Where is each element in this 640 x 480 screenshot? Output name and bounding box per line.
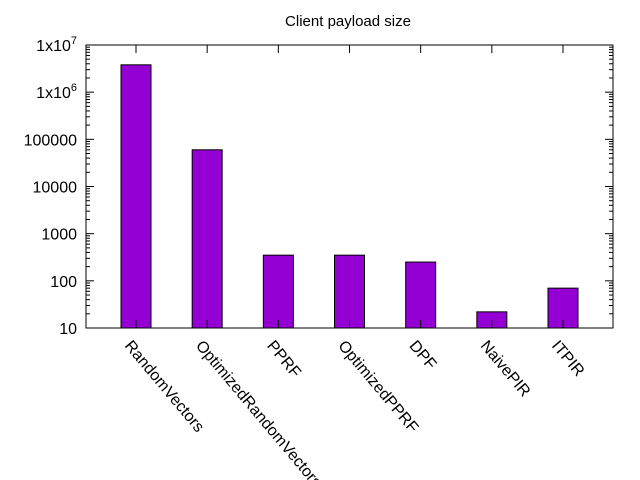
bars <box>120 64 579 329</box>
y-tick-exponent: 6 <box>71 82 77 94</box>
y-tick-exponent: 7 <box>71 35 77 47</box>
x-tick-label: DPF <box>406 338 440 374</box>
y-tick-base: 10 <box>59 321 77 338</box>
y-tick-label: 1000 <box>41 227 77 244</box>
y-tick-label: 10000 <box>33 180 78 197</box>
bar-dpf <box>405 261 437 329</box>
y-tick-base: 100 <box>50 274 77 291</box>
x-tick-label: OptimizedRandomVectors <box>192 338 324 480</box>
bar-optimizedpprf <box>334 254 365 329</box>
y-tick-base: 10000 <box>33 180 78 197</box>
y-tick-base: 1x10 <box>36 38 71 55</box>
y-tick-label: 1x106 <box>36 82 77 102</box>
x-tick-label: OptimizedPPRF <box>334 338 421 437</box>
y-tick-label: 10 <box>59 321 77 338</box>
bar-pprf <box>262 254 294 329</box>
y-tick-base: 100000 <box>24 132 77 149</box>
chart-title: Client payload size <box>285 13 411 30</box>
y-tick-base: 1x10 <box>36 85 71 102</box>
x-tick-label: ITPIR <box>548 338 587 380</box>
bar-optimizedrandomvectors <box>191 149 223 329</box>
x-tick-label: PPRF <box>263 338 304 382</box>
y-tick-label: 1x107 <box>36 35 77 55</box>
y-tick-label: 100 <box>50 274 77 291</box>
bar-randomvectors <box>120 64 152 329</box>
x-tick-label: RandomVectors <box>121 338 207 436</box>
y-tick-base: 1000 <box>41 227 77 244</box>
y-tick-label: 100000 <box>24 132 77 149</box>
x-tick-label: NaivePIR <box>477 338 533 401</box>
